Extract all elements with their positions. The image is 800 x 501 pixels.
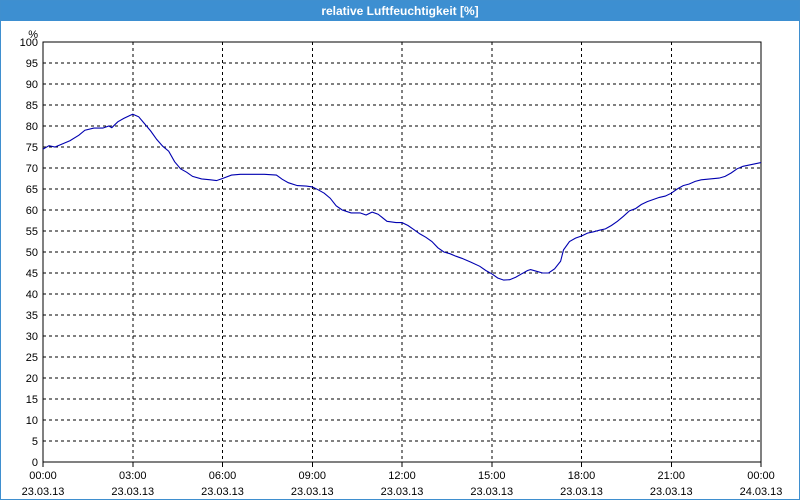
y-tick-label: 75: [26, 142, 38, 154]
x-tick-time: 15:00: [478, 470, 506, 482]
x-tick-date: 23.03.13: [111, 486, 154, 498]
x-tick-date: 23.03.13: [291, 486, 334, 498]
y-tick-label: 70: [26, 163, 38, 175]
y-tick-label: 90: [26, 79, 38, 91]
y-tick-label: 50: [26, 247, 38, 259]
y-tick-label: 25: [26, 352, 38, 364]
x-tick-date: 23.03.13: [201, 486, 244, 498]
y-tick-label: 95: [26, 58, 38, 70]
y-tick-label: 45: [26, 268, 38, 280]
y-tick-label: 35: [26, 310, 38, 322]
y-tick-label: 100: [20, 37, 38, 49]
chart-title: relative Luftfeuchtigkeit [%]: [1, 1, 799, 21]
x-tick-time: 00:00: [29, 470, 57, 482]
x-tick-time: 00:00: [747, 470, 775, 482]
y-axis-label: %: [28, 29, 38, 41]
x-tick-date: 24.03.13: [740, 486, 783, 498]
x-tick-date: 23.03.13: [560, 486, 603, 498]
y-tick-label: 5: [32, 436, 38, 448]
x-tick-date: 23.03.13: [381, 486, 424, 498]
y-tick-label: 40: [26, 289, 38, 301]
x-tick-date: 23.03.13: [470, 486, 513, 498]
y-tick-label: 55: [26, 226, 38, 238]
y-tick-label: 60: [26, 205, 38, 217]
x-tick-time: 18:00: [568, 470, 596, 482]
y-tick-label: 20: [26, 373, 38, 385]
x-tick-date: 23.03.13: [650, 486, 693, 498]
x-tick-date: 23.03.13: [22, 486, 65, 498]
y-tick-label: 30: [26, 331, 38, 343]
y-tick-label: 15: [26, 394, 38, 406]
humidity-series-line: [43, 113, 761, 281]
x-tick-time: 12:00: [388, 470, 416, 482]
x-tick-time: 21:00: [657, 470, 685, 482]
x-tick-time: 06:00: [209, 470, 237, 482]
x-tick-time: 03:00: [119, 470, 147, 482]
y-tick-label: 65: [26, 184, 38, 196]
y-tick-label: 0: [32, 457, 38, 469]
plot-border: [42, 41, 762, 463]
y-tick-label: 80: [26, 121, 38, 133]
y-tick-label: 85: [26, 100, 38, 112]
y-tick-label: 10: [26, 415, 38, 427]
x-tick-time: 09:00: [298, 470, 326, 482]
